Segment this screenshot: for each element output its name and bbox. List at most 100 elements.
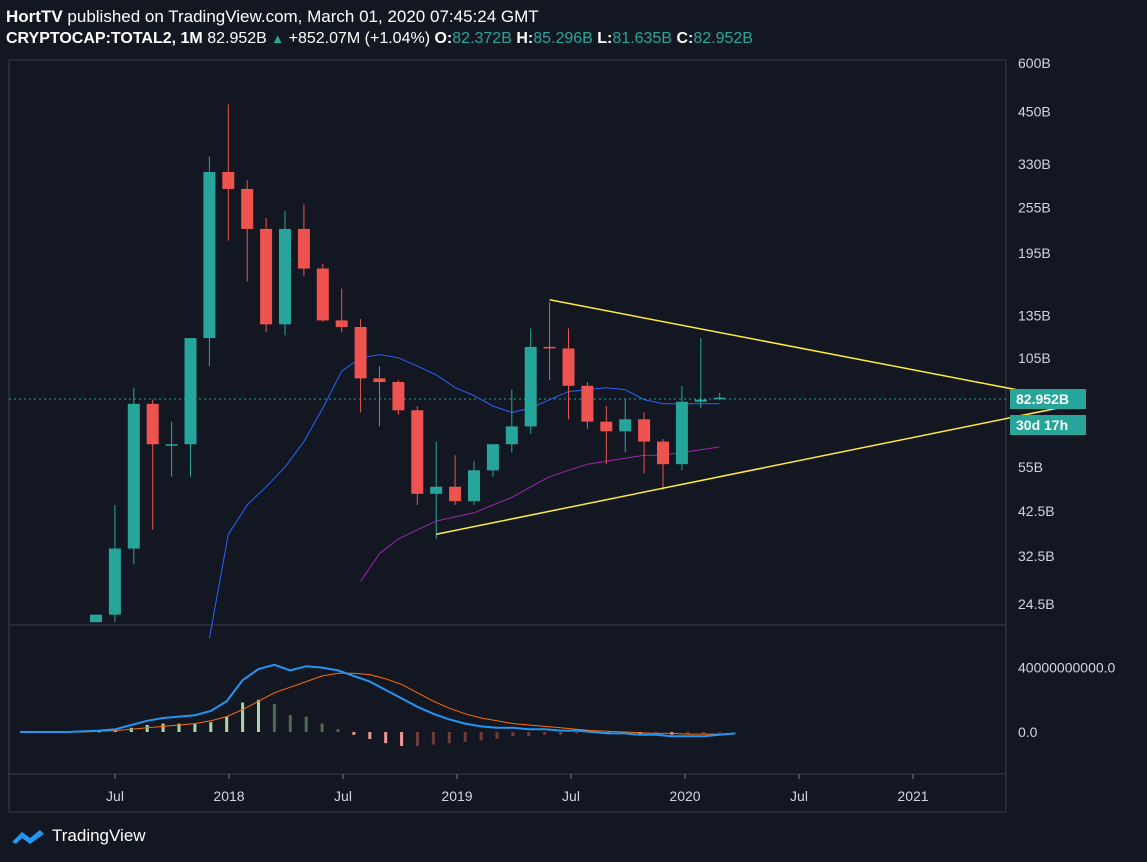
macd-histogram-bar — [304, 716, 308, 732]
open-value: 82.372B — [452, 30, 512, 47]
candle — [449, 455, 462, 505]
legend-line: CRYPTOCAP:TOTAL2, 1M 82.952B ▲ +852.07M … — [6, 30, 753, 48]
candle — [335, 288, 348, 333]
time-tick: 2019 — [441, 788, 472, 804]
trendlines[interactable] — [436, 299, 1079, 536]
candle — [279, 211, 291, 336]
change-value: +852.07M (+1.04%) — [288, 30, 431, 47]
price-tick: 330B — [1018, 156, 1051, 172]
high-value: 85.296B — [533, 30, 593, 47]
chart-frame — [8, 59, 1007, 813]
macd-histogram-bar — [177, 723, 181, 732]
macd-histogram-bar — [352, 732, 356, 735]
price-tick: 135B — [1018, 307, 1051, 323]
macd-histogram-bar — [559, 732, 563, 735]
macd-histogram-bar — [702, 732, 706, 735]
macd-histogram-bar — [336, 729, 340, 732]
low-value: 81.635B — [612, 30, 672, 47]
macd-histogram-bar — [113, 730, 117, 732]
time-tick: Jul — [562, 788, 580, 804]
candle — [600, 405, 613, 465]
trendline — [549, 299, 1079, 403]
macd-histogram-bar — [368, 732, 372, 739]
candle — [543, 302, 556, 381]
candle — [468, 461, 480, 505]
candle — [430, 441, 443, 539]
time-tick: 2018 — [213, 788, 244, 804]
macd-histogram-bar — [161, 723, 165, 732]
price-tick: 450B — [1018, 104, 1051, 120]
author-name[interactable]: HortTV — [6, 7, 63, 26]
price-tick: 195B — [1018, 245, 1051, 261]
macd-line — [20, 663, 736, 738]
time-tick: Jul — [334, 788, 352, 804]
macd-histogram-bar — [686, 732, 690, 735]
macd-histogram-bar — [479, 732, 483, 741]
candle — [203, 156, 216, 367]
candle — [619, 399, 632, 453]
price-axis[interactable]: 600B 450B 330B 255B 195B 135B 105B 55B 42.5B 32.5… — [1018, 55, 1116, 740]
macd-histogram-bar — [241, 702, 245, 732]
trendline — [436, 403, 1079, 536]
macd-pane — [20, 663, 736, 746]
macd-histogram-bar — [145, 725, 149, 732]
macd-histogram-bar — [384, 732, 388, 744]
symbol-label[interactable]: CRYPTOCAP:TOTAL2, 1M — [6, 30, 203, 47]
low-label: L: — [597, 30, 613, 47]
tradingview-icon — [12, 830, 44, 844]
macd-tick: 40000000000.0 — [1018, 660, 1116, 676]
time-tick: Jul — [106, 788, 124, 804]
macd-histogram-bar — [400, 732, 404, 746]
macd-histogram-bar — [575, 732, 578, 734]
price-tick: 255B — [1018, 200, 1051, 216]
price-badge: 82.952B — [1010, 389, 1086, 409]
ma-path — [208, 354, 720, 639]
candle — [713, 392, 726, 401]
ma-fast-line — [208, 354, 720, 639]
candle — [222, 104, 235, 241]
time-axis[interactable]: Jul 2018 Jul 2019 Jul 2020 Jul 2021 — [106, 774, 929, 804]
price-tick: 600B — [1018, 55, 1051, 71]
countdown-badge: 30d 17h — [1010, 415, 1086, 435]
candle — [373, 366, 386, 427]
candle — [694, 338, 707, 409]
publish-line: HortTV published on TradingView.com, Mar… — [6, 7, 539, 27]
price-tick: 32.5B — [1018, 548, 1055, 564]
candle — [581, 382, 594, 429]
tradingview-logo[interactable]: TradingView — [10, 826, 146, 846]
candle — [108, 504, 121, 623]
candle — [354, 319, 367, 413]
macd-histogram-bar — [257, 699, 260, 732]
candle — [657, 438, 669, 491]
candle — [505, 389, 518, 453]
macd-tick: 0.0 — [1018, 724, 1038, 740]
candle — [392, 380, 405, 415]
close-label: C: — [676, 30, 694, 47]
candles — [90, 104, 726, 623]
candle — [675, 385, 688, 471]
price-tick: 42.5B — [1018, 503, 1055, 519]
candle — [165, 421, 178, 477]
candle — [127, 387, 140, 565]
candle — [184, 338, 197, 477]
candle — [260, 217, 273, 333]
time-tick: 2021 — [897, 788, 928, 804]
candle — [316, 263, 329, 322]
macd-histogram-bar — [431, 732, 435, 745]
macd-histogram-bar — [495, 732, 499, 739]
candle — [562, 328, 575, 420]
macd-histogram-bar — [209, 722, 213, 732]
macd-histogram-bar — [193, 723, 197, 732]
candle — [90, 614, 102, 623]
published-text: published on TradingView.com, March 01, … — [67, 7, 539, 26]
time-tick: Jul — [790, 788, 808, 804]
time-tick: 2020 — [669, 788, 700, 804]
macd-histogram-bar — [718, 732, 722, 733]
last-price: 82.952B — [207, 30, 267, 47]
macd-histogram-bar — [447, 732, 451, 744]
macd-histogram-bar — [288, 715, 292, 732]
macd-histogram-bar — [320, 723, 324, 732]
macd-histogram-bar — [543, 732, 547, 735]
candle — [411, 405, 424, 505]
